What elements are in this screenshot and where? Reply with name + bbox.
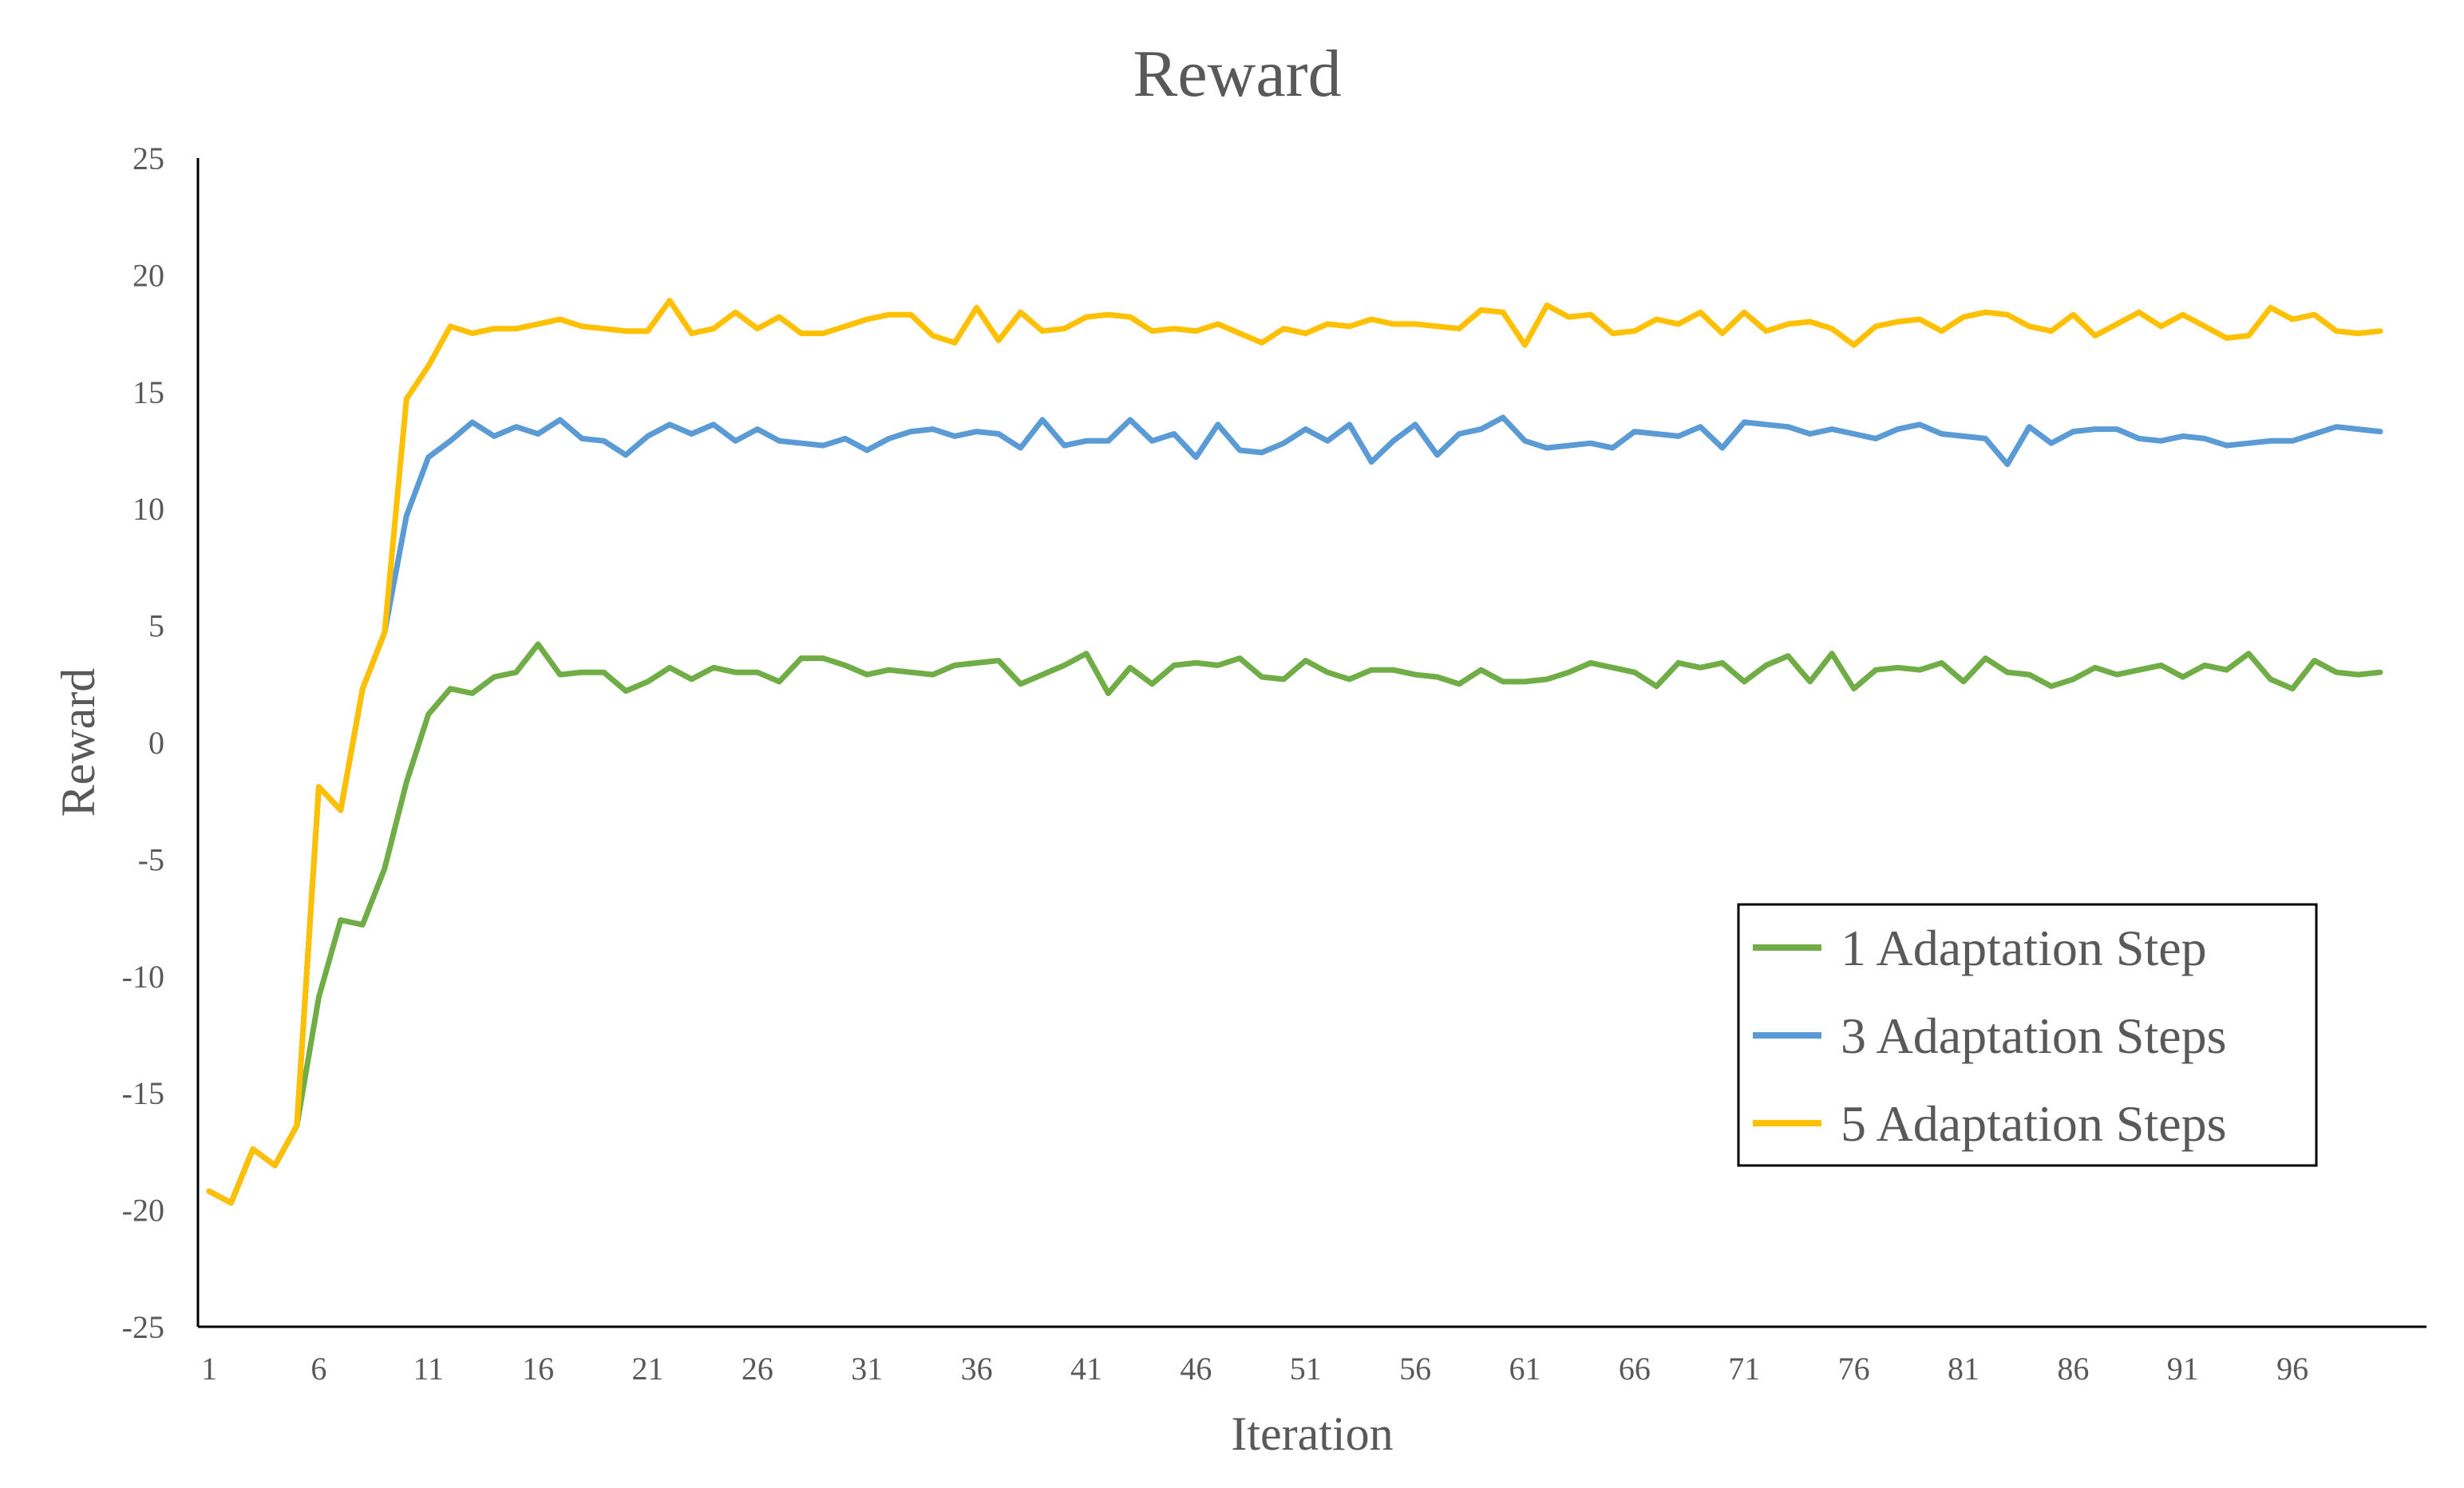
legend-label: 3 Adaptation Steps xyxy=(1841,1007,2227,1064)
y-tick-label: -5 xyxy=(138,841,164,877)
x-tick-label: 56 xyxy=(1399,1351,1431,1387)
legend: 1 Adaptation Step 3 Adaptation Steps 5 Ada… xyxy=(1737,903,2318,1167)
x-tick-label: 51 xyxy=(1290,1351,1322,1387)
x-tick-label: 26 xyxy=(742,1351,773,1387)
x-tick-label: 41 xyxy=(1070,1351,1102,1387)
y-tick-label: 15 xyxy=(132,374,164,410)
x-tick-label: 1 xyxy=(201,1351,217,1387)
legend-items: 1 Adaptation Step 3 Adaptation Steps 5 Ada… xyxy=(1753,920,2227,1152)
x-tick-label: 96 xyxy=(2276,1351,2308,1387)
x-axis-label: Iteration xyxy=(1231,1407,1393,1460)
x-tick-label: 31 xyxy=(851,1351,883,1387)
y-tick-label: 10 xyxy=(132,491,164,527)
y-tick-label: -25 xyxy=(122,1309,164,1345)
x-tick-label: 81 xyxy=(1948,1351,1980,1387)
series-line-3 xyxy=(206,298,2383,1206)
y-tick-label: 20 xyxy=(132,257,164,293)
y-axis-label: Reward xyxy=(52,668,105,817)
legend-label: 5 Adaptation Steps xyxy=(1841,1095,2227,1152)
y-tick-labels: -25 -20 -15 -10 -5 0 5 10 15 20 25 xyxy=(122,140,164,1345)
y-tick-label: -15 xyxy=(122,1075,164,1111)
x-tick-label: 21 xyxy=(631,1351,663,1387)
chart-title: Reward xyxy=(1133,37,1341,111)
x-tick-label: 11 xyxy=(413,1351,444,1387)
series-line-2 xyxy=(206,414,2383,1206)
x-tick-label: 71 xyxy=(1728,1351,1760,1387)
x-tick-label: 16 xyxy=(522,1351,554,1387)
legend-label: 1 Adaptation Step xyxy=(1841,920,2207,976)
legend-box xyxy=(1737,903,2318,1167)
axes xyxy=(196,158,2426,1328)
series-lines xyxy=(206,298,2383,1206)
x-tick-label: 36 xyxy=(961,1351,993,1387)
x-tick-label: 76 xyxy=(1838,1351,1870,1387)
x-tick-label: 66 xyxy=(1619,1351,1651,1387)
y-tick-label: 25 xyxy=(132,140,164,176)
x-tick-label: 46 xyxy=(1180,1351,1212,1387)
y-tick-label: -10 xyxy=(122,959,164,995)
x-tick-label: 61 xyxy=(1509,1351,1540,1387)
y-tick-label: -20 xyxy=(122,1193,164,1229)
series-line-1 xyxy=(206,641,2383,1206)
x-tick-labels: 1 6 11 16 21 26 31 36 41 46 51 56 61 66 71 76 81 86 91 96 xyxy=(201,1351,2308,1387)
x-tick-label: 6 xyxy=(310,1351,326,1387)
x-tick-label: 86 xyxy=(2057,1351,2089,1387)
y-tick-label: 0 xyxy=(148,725,164,761)
y-tick-label: 5 xyxy=(148,608,164,644)
x-tick-label: 91 xyxy=(2167,1351,2199,1387)
